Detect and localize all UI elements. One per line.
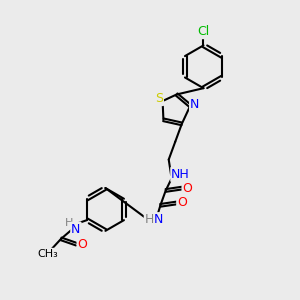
Text: S: S	[155, 92, 163, 105]
Text: H: H	[145, 213, 154, 226]
Text: O: O	[182, 182, 192, 195]
Text: Cl: Cl	[197, 25, 210, 38]
Text: N: N	[190, 98, 199, 111]
Text: N: N	[154, 213, 164, 226]
Text: O: O	[177, 196, 187, 209]
Text: NH: NH	[171, 168, 190, 181]
Text: N: N	[71, 223, 81, 236]
Text: H: H	[65, 218, 73, 228]
Text: CH₃: CH₃	[38, 249, 58, 259]
Text: O: O	[77, 238, 87, 251]
